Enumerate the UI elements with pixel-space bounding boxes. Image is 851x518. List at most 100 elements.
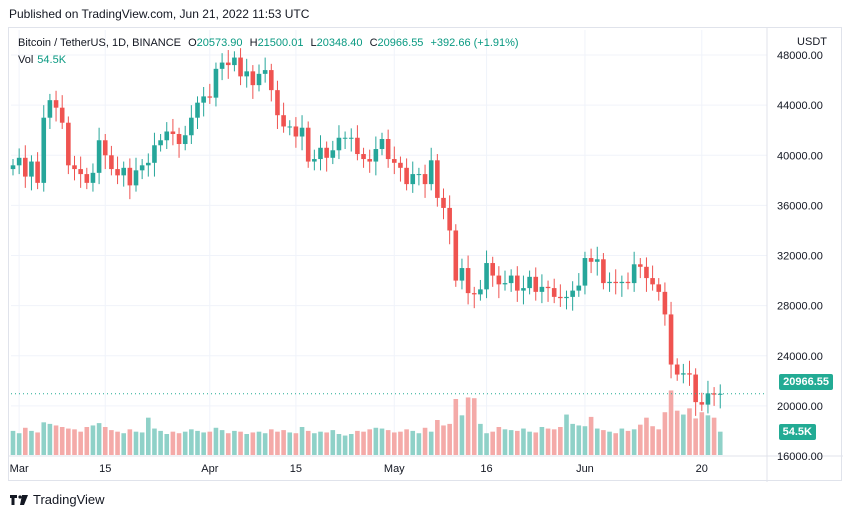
volume-bar: [16, 433, 22, 455]
volume-bar: [152, 428, 157, 455]
volume-bar: [625, 430, 631, 455]
candle-body: [152, 145, 157, 163]
candle-body: [607, 281, 612, 284]
candle-body: [213, 68, 219, 98]
y-tick-label: 24000.00: [777, 351, 823, 363]
volume-bar: [674, 410, 680, 455]
candle-body: [342, 137, 348, 139]
volume-bar: [250, 432, 256, 455]
candle-body: [348, 137, 354, 139]
volume-bar: [41, 422, 47, 455]
candle-body: [478, 289, 483, 295]
candle-body: [576, 285, 582, 291]
candle-body: [521, 288, 526, 291]
candle-body: [158, 140, 163, 146]
brand-text: TradingView: [33, 492, 105, 507]
volume-bar: [539, 427, 545, 455]
candle-body: [705, 393, 711, 405]
candle-body: [195, 102, 200, 118]
volume-bar: [484, 433, 489, 455]
change-value: +392.66 (+1.91%): [430, 37, 519, 49]
currency-label[interactable]: USDT: [797, 36, 827, 48]
candle-body: [219, 62, 225, 69]
candle-body: [428, 160, 434, 185]
volume-bar: [576, 425, 582, 455]
y-tick-label: 28000.00: [777, 301, 823, 313]
candle-body: [287, 126, 293, 128]
last-price-badge: 20966.55: [779, 374, 833, 390]
candle-body: [404, 167, 409, 185]
candle-body: [305, 127, 311, 162]
volume-bar: [158, 430, 163, 455]
candle-body: [508, 275, 514, 284]
high-label: H: [249, 37, 258, 49]
volume-bar: [139, 432, 145, 455]
volume-bar: [650, 426, 655, 455]
candle-body: [582, 258, 588, 286]
candle-body: [392, 159, 397, 163]
volume-bar: [631, 429, 637, 455]
candle-body: [244, 71, 249, 77]
candle-body: [693, 374, 698, 403]
candlestick-chart[interactable]: 20000.00 24000.00 28000.00 32000.00 36000.00…: [9, 28, 843, 482]
candle-body: [545, 286, 551, 289]
volume-bar: [717, 431, 723, 455]
volume-bar: [29, 430, 34, 455]
volume-bar: [170, 431, 176, 455]
tradingview-footer[interactable]: TradingView: [10, 492, 105, 507]
chart-panel[interactable]: 20000.00 24000.00 28000.00 32000.00 36000.00…: [8, 27, 843, 482]
volume-bar: [564, 414, 569, 455]
volume-bar: [324, 432, 329, 455]
volume-bar: [681, 414, 686, 455]
candle-body: [471, 293, 477, 295]
volume-bar: [102, 427, 108, 455]
volume-bar: [115, 431, 120, 455]
volume-bar: [59, 427, 65, 455]
volume-bar: [435, 420, 440, 455]
candle-body: [41, 117, 47, 183]
volume-bar: [428, 431, 434, 455]
open-value: 20573.90: [196, 37, 243, 49]
published-caption: Published on TradingView.com, Jun 21, 20…: [9, 7, 310, 21]
low-label: L: [310, 37, 317, 49]
candle-body: [717, 393, 723, 395]
candle-body: [35, 161, 40, 183]
volume-bar: [582, 426, 588, 455]
candle-body: [299, 127, 305, 137]
volume-bar: [53, 425, 59, 455]
volume-bar: [127, 429, 133, 455]
candle-body: [164, 131, 170, 141]
candle-body: [601, 259, 606, 284]
volume-value: 54.5K: [37, 54, 67, 66]
volume-bar: [570, 423, 575, 455]
volume-bar: [330, 430, 336, 455]
candle-body: [564, 296, 569, 299]
candle-body: [189, 117, 194, 136]
volume-bar: [355, 430, 360, 455]
volume-bar: [244, 434, 249, 455]
volume-bar: [90, 425, 96, 455]
candle-body: [232, 57, 237, 66]
candle-body: [250, 71, 256, 86]
x-tick-label: Apr: [201, 463, 218, 475]
volume-bar: [613, 433, 618, 455]
volume-bar: [508, 430, 514, 455]
candle-body: [16, 157, 22, 166]
low-value: 20348.40: [316, 37, 363, 49]
volume-bar: [281, 430, 286, 455]
symbol-title[interactable]: Bitcoin / TetherUS, 1D, BINANCE: [18, 37, 182, 49]
y-tick-label: 32000.00: [777, 251, 823, 263]
volume-bar: [379, 428, 385, 455]
candle-body: [53, 100, 59, 108]
candle-body: [281, 115, 286, 127]
volume-bar: [109, 430, 114, 455]
volume-bar: [502, 429, 508, 455]
candle-body: [59, 107, 65, 123]
volume-bar: [441, 425, 446, 455]
volume-bar: [219, 430, 225, 455]
high-value: 21500.01: [257, 37, 304, 49]
volume-bar: [146, 417, 151, 455]
volume-bar: [287, 432, 293, 455]
candle-body: [435, 160, 440, 198]
volume-legend: Vol 54.5K: [18, 54, 66, 66]
